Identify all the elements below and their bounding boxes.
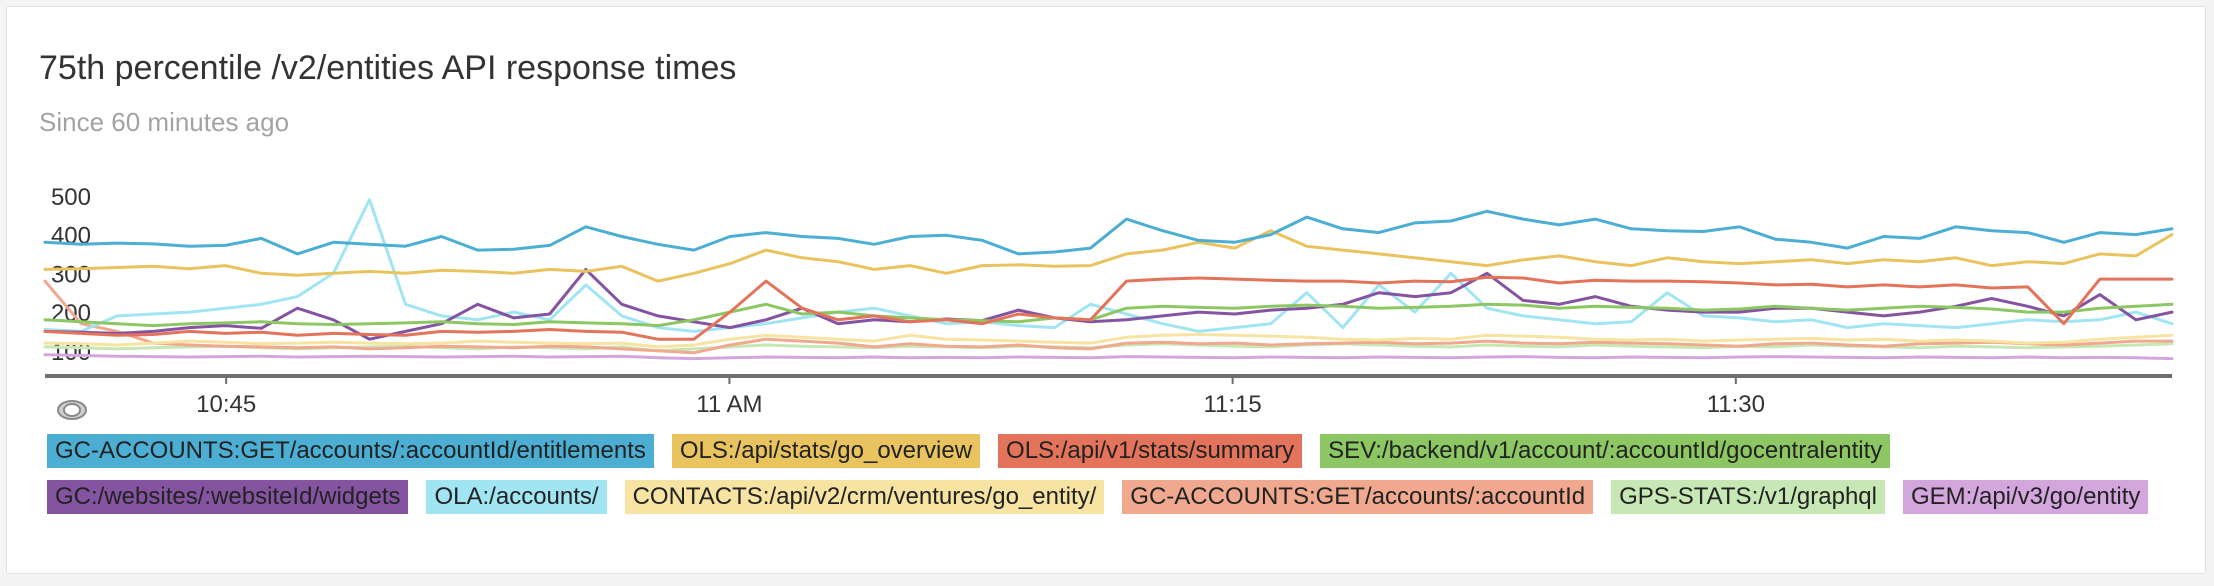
legend-item[interactable]: OLS:/api/v1/stats/summary	[998, 434, 1303, 468]
eye-icon[interactable]	[55, 399, 89, 421]
y-tick-label: 300	[51, 261, 91, 288]
y-tick-label: 500	[51, 184, 91, 211]
x-tick-label: 10:45	[196, 391, 256, 418]
chart-legend: GC-ACCOUNTS:GET/accounts/:accountId/enti…	[47, 434, 2167, 514]
series-line-2[interactable]	[43, 275, 2174, 341]
series-line-9[interactable]	[43, 353, 2174, 361]
series-line-6[interactable]	[43, 333, 2174, 349]
series-lines	[43, 198, 2174, 361]
chart-card: 75th percentile /v2/entities API respons…	[6, 6, 2206, 574]
legend-item[interactable]: GC-ACCOUNTS:GET/accounts/:accountId	[1122, 480, 1594, 514]
legend-item[interactable]: OLS:/api/stats/go_overview	[671, 434, 981, 468]
series-line-5[interactable]	[43, 198, 2174, 333]
legend-item[interactable]: SEV:/backend/v1/account/:accountId/gocen…	[1320, 434, 1891, 468]
x-axis: 10:45 11 AM 11:15 11:30	[45, 374, 2172, 418]
series-line-3[interactable]	[43, 302, 2174, 328]
x-tick-label: 11 AM	[696, 391, 762, 418]
series-line-4[interactable]	[43, 267, 2174, 341]
series-line-7[interactable]	[43, 279, 2174, 355]
chart-subtitle: Since 60 minutes ago	[39, 107, 290, 137]
legend-item[interactable]: CONTACTS:/api/v2/crm/ventures/go_entity/	[624, 480, 1105, 514]
legend-item[interactable]: GC-ACCOUNTS:GET/accounts/:accountId/enti…	[47, 434, 654, 468]
legend-item[interactable]: OLA:/accounts/	[426, 480, 607, 514]
legend-item[interactable]: GC:/websites/:websiteId/widgets	[47, 480, 409, 514]
legend-item[interactable]: GEM:/api/v3/go/entity	[1902, 480, 2149, 514]
series-line-0[interactable]	[43, 209, 2174, 256]
x-tick-label: 11:30	[1707, 391, 1765, 418]
x-tick-label: 11:15	[1203, 391, 1261, 418]
chart-title: 75th percentile /v2/entities API respons…	[39, 49, 737, 87]
legend-item[interactable]: GPS-STATS:/v1/graphql	[1611, 480, 1885, 514]
series-line-1[interactable]	[43, 229, 2174, 283]
